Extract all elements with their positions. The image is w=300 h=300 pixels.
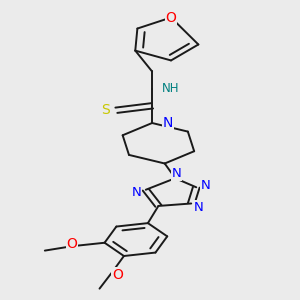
- Text: O: O: [67, 237, 78, 251]
- Text: N: N: [172, 167, 182, 180]
- Text: N: N: [163, 116, 173, 130]
- Text: O: O: [112, 268, 123, 282]
- Text: NH: NH: [162, 82, 180, 95]
- Text: O: O: [166, 11, 176, 25]
- Text: N: N: [201, 179, 210, 192]
- Text: N: N: [194, 201, 204, 214]
- Text: S: S: [101, 103, 110, 117]
- Text: N: N: [132, 186, 141, 199]
